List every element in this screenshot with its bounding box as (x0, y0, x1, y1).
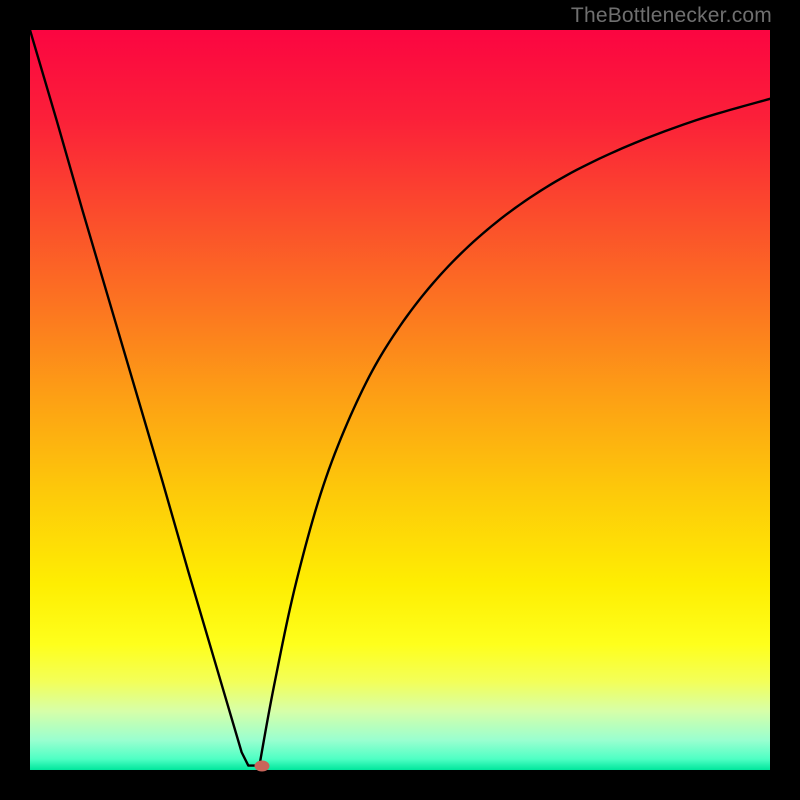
optimum-marker (255, 760, 270, 771)
bottleneck-curve (30, 30, 770, 770)
chart-frame: TheBottlenecker.com (0, 0, 800, 800)
watermark-text: TheBottlenecker.com (571, 4, 772, 28)
plot-area (30, 30, 770, 770)
